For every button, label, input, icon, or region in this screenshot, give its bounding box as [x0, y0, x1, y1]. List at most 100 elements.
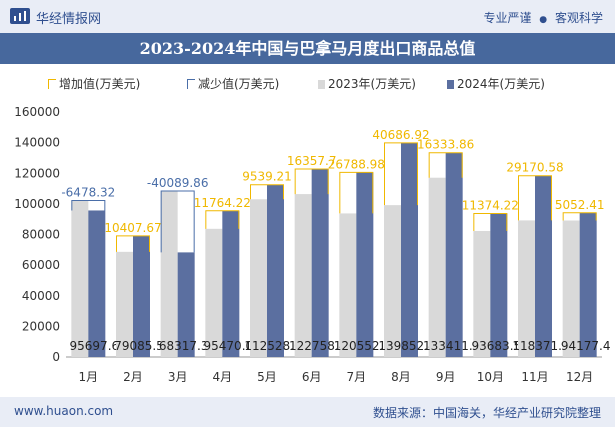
slogan: 专业严谨 ● 客观科学: [483, 9, 603, 26]
increase-bracket: [562, 212, 597, 221]
x-tick-label: 10月: [477, 370, 504, 384]
decrease-bracket: [71, 200, 106, 211]
change-label: 5052.41: [555, 198, 605, 212]
y-tick-label: 100000: [14, 197, 60, 211]
data-label-2024: 139852.4: [378, 339, 435, 353]
legend-2024: 2024年(万美元): [447, 75, 545, 91]
bar-2023: [428, 177, 446, 357]
increase-bracket: [384, 142, 418, 206]
bar-2024: [267, 184, 284, 357]
data-label-2024: 112528.0: [244, 339, 301, 353]
x-tick-label: 12月: [566, 370, 593, 384]
bar-2023: [116, 251, 133, 357]
legend-2023-label: 2023年(万美元): [328, 77, 416, 91]
footer-bar: [0, 397, 615, 427]
x-tick-label: 3月: [168, 370, 188, 384]
legend-decrease-swatch: [187, 79, 195, 89]
change-label: 9539.21: [242, 170, 292, 184]
x-tick-label: 6月: [302, 370, 322, 384]
bar-2024: [579, 212, 597, 357]
decrease-bracket: [160, 190, 195, 253]
bar-2024: [88, 210, 106, 357]
slogan-left: 专业严谨: [483, 11, 532, 25]
bar-2024: [490, 213, 508, 357]
increase-bracket: [116, 235, 150, 252]
chart-title: 2023-2024年中国与巴拿马月度出口商品总值: [139, 39, 476, 58]
change-label: 16333.86: [417, 138, 474, 152]
change-label: 16357.7: [287, 154, 337, 168]
data-label-2024: 133411.8: [423, 339, 480, 353]
change-label: 11764.22: [194, 196, 251, 210]
x-tick-label: 5月: [257, 370, 277, 384]
y-tick-label: 40000: [22, 289, 60, 303]
x-tick-label: 7月: [347, 370, 367, 384]
y-tick-label: 140000: [14, 136, 60, 150]
bar-2023: [205, 228, 223, 357]
footer-url[interactable]: www.huaon.com: [14, 404, 114, 418]
top-banner: 华经情报网 专业严谨 ● 客观科学: [0, 0, 615, 33]
x-tick-label: 11月: [521, 370, 548, 384]
change-label: 40686.92: [372, 128, 429, 142]
data-label-2024: 68317.3: [159, 339, 209, 353]
y-tick-label: 60000: [22, 258, 60, 272]
footer-source: 数据来源：中国海关，华经产业研究院整理: [372, 406, 601, 420]
x-tick-label: 4月: [213, 370, 233, 384]
bar-2024: [356, 172, 374, 357]
change-label: -6478.32: [61, 186, 115, 200]
increase-bracket: [205, 210, 240, 229]
data-label-2024: 95470.0: [204, 339, 254, 353]
slogan-right: 客观科学: [554, 11, 603, 25]
y-tick-label: 80000: [22, 228, 60, 242]
legend-2023: 2023年(万美元): [318, 75, 416, 91]
bar-2024: [133, 235, 150, 357]
data-label-2024: 122758.4: [289, 339, 346, 353]
slogan-separator: ●: [539, 15, 548, 25]
logo-text: 华经情报网: [36, 12, 102, 27]
x-tick-label: 9月: [436, 370, 456, 384]
change-label: 29170.58: [506, 161, 563, 175]
legend-decrease-label: 减少值(万美元): [198, 77, 280, 91]
increase-bracket: [473, 213, 508, 231]
title-bar: [0, 33, 615, 64]
bar-2024: [445, 152, 463, 357]
y-tick-label: 120000: [14, 166, 60, 180]
y-tick-label: 160000: [14, 105, 60, 119]
legend-2023-swatch: [318, 80, 325, 89]
change-label: -40089.86: [147, 176, 209, 190]
bar-chart: 0 20000 40000 60000 80000 100000 120000 140000 1…: [14, 105, 611, 384]
bar-2023: [562, 220, 580, 357]
bar-2023: [160, 191, 178, 357]
bar-2024: [535, 175, 552, 357]
legend-2024-swatch: [447, 80, 454, 89]
y-tick-label: 0: [52, 350, 60, 364]
bar-2024: [222, 210, 240, 357]
data-label-2024: 94177.4: [561, 339, 611, 353]
data-label-2024: 95697.6: [70, 339, 120, 353]
bar-2024: [177, 252, 195, 357]
bar-2023: [294, 194, 312, 357]
data-label-2024: 118371.3: [512, 339, 569, 353]
bar-2024: [311, 169, 329, 357]
increase-bracket: [339, 171, 374, 214]
bar-2023: [339, 213, 357, 357]
change-label: 10407.67: [104, 221, 161, 235]
y-tick-label: 20000: [22, 319, 60, 333]
data-label-2024: 79085.5: [114, 339, 164, 353]
logo-icon: [10, 8, 30, 24]
increase-bracket: [250, 184, 284, 200]
increase-bracket: [294, 168, 329, 195]
increase-bracket: [518, 175, 552, 221]
legend-increase-swatch: [48, 79, 56, 89]
x-tick-label: 1月: [79, 370, 99, 384]
legend-decrease: 减少值(万美元): [187, 75, 280, 91]
bar-2023: [250, 199, 267, 357]
bar-2024: [401, 142, 418, 357]
change-label: 26788.98: [328, 157, 385, 171]
bar-2023: [473, 230, 491, 357]
bar-2023: [71, 200, 89, 357]
bar-2023: [384, 205, 401, 357]
x-tick-label: 2月: [123, 370, 143, 384]
change-label: 11374.22: [462, 199, 519, 213]
legend-increase: 增加值(万美元): [48, 75, 140, 91]
